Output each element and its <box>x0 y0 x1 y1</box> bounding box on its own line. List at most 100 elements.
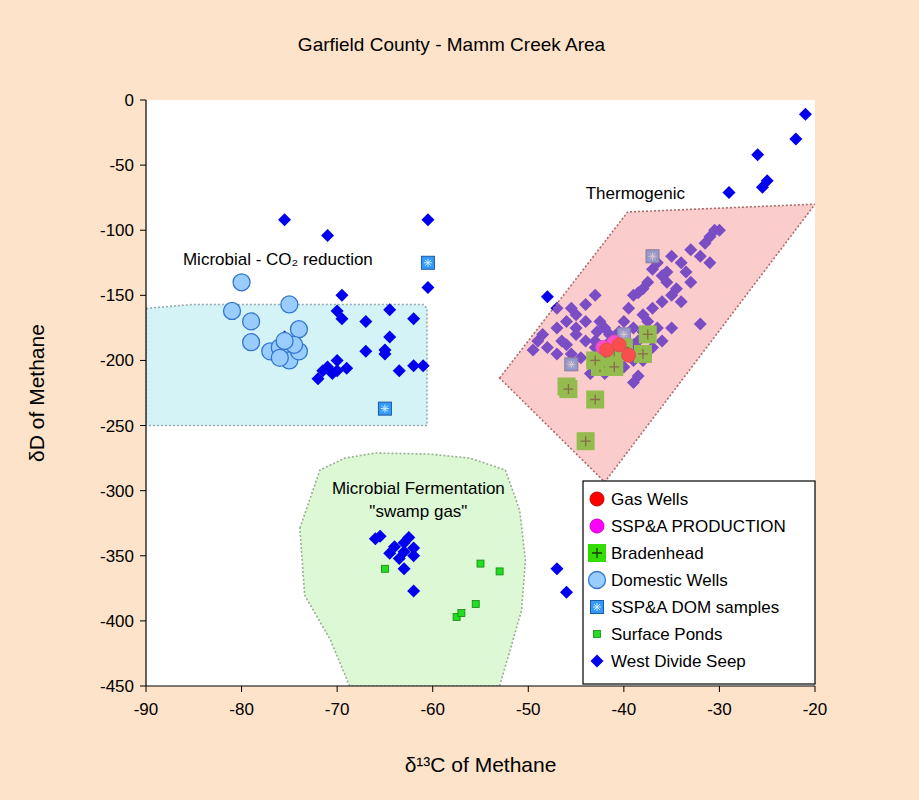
point <box>407 549 420 562</box>
marker-shape <box>316 364 329 377</box>
point <box>359 345 372 358</box>
y-tick-label: -200 <box>100 351 134 370</box>
point <box>290 321 307 338</box>
series <box>224 274 308 369</box>
marker-shape <box>541 290 554 303</box>
legend-marker <box>588 544 606 562</box>
point <box>326 367 339 380</box>
point <box>381 565 388 572</box>
plot-group <box>146 108 815 686</box>
marker-star <box>593 603 601 611</box>
legend-label: Domestic Wells <box>611 571 728 590</box>
point <box>407 312 420 325</box>
point <box>722 186 735 199</box>
marker-shape <box>588 544 606 562</box>
x-tick-label: -30 <box>707 700 732 719</box>
annotation: Thermogenic <box>586 184 686 203</box>
marker-shape <box>243 313 260 330</box>
x-tick-label: -20 <box>803 700 828 719</box>
marker-shape <box>472 600 479 607</box>
marker-shape <box>224 302 241 319</box>
marker-shape <box>590 519 604 533</box>
y-tick <box>140 100 146 101</box>
marker-shape <box>398 562 411 575</box>
point <box>417 359 430 372</box>
y-tick-label: -50 <box>109 156 134 175</box>
x-tick <box>528 686 529 692</box>
x-tick <box>815 686 816 692</box>
series <box>381 560 503 620</box>
point <box>243 334 260 351</box>
legend-box <box>583 481 815 684</box>
x-tick-label: -70 <box>325 700 350 719</box>
legend-label: Surface Ponds <box>611 625 723 644</box>
marker-shape <box>407 549 420 562</box>
marker-shape <box>321 229 334 242</box>
marker-shape <box>560 586 573 599</box>
y-axis <box>145 100 146 686</box>
marker-shape <box>281 296 298 313</box>
marker-shape <box>378 347 391 360</box>
point <box>477 560 484 567</box>
y-tick <box>140 295 146 296</box>
marker-shape <box>407 312 420 325</box>
point <box>458 610 465 617</box>
x-tick <box>623 686 624 692</box>
marker-shape <box>383 331 396 344</box>
x-tick-label: -60 <box>420 700 445 719</box>
marker-shape <box>589 572 606 589</box>
marker-shape <box>421 281 434 294</box>
marker-shape <box>335 312 348 325</box>
point <box>799 108 812 121</box>
x-tick <box>719 686 720 692</box>
legend-label: Bradenhead <box>611 544 704 563</box>
x-tick-label: -80 <box>229 700 254 719</box>
marker-shape <box>722 186 735 199</box>
marker-star <box>424 259 432 267</box>
marker-shape <box>417 359 430 372</box>
marker-shape <box>381 565 388 572</box>
y-tick-label: -350 <box>100 547 134 566</box>
point <box>276 332 293 349</box>
legend-label: SSP&A DOM samples <box>611 598 779 617</box>
point <box>224 302 241 319</box>
annotation: "swamp gas" <box>369 502 467 521</box>
marker-shape <box>271 349 288 366</box>
title: Garfield County - Mamm Creek Area <box>298 34 606 55</box>
point <box>383 331 396 344</box>
marker-shape <box>751 148 764 161</box>
x-tick-label: -40 <box>612 700 637 719</box>
x-axis <box>146 685 815 686</box>
point <box>271 349 288 366</box>
marker-shape <box>591 601 604 614</box>
point <box>421 213 434 226</box>
legend-marker <box>591 655 604 668</box>
y-tick <box>140 490 146 491</box>
chart: Garfield County - Mamm Creek Area-90-80-… <box>0 0 919 800</box>
marker-shape <box>458 610 465 617</box>
point <box>472 600 479 607</box>
y-tick-label: -450 <box>100 677 134 696</box>
marker-shape <box>421 256 434 269</box>
marker-shape <box>799 108 812 121</box>
marker-shape <box>421 213 434 226</box>
marker-shape <box>383 547 396 560</box>
marker-shape <box>276 332 293 349</box>
point <box>321 229 334 242</box>
y-axis-label: δD of Methane <box>25 324 48 462</box>
legend-marker <box>590 492 604 506</box>
marker-shape <box>383 303 396 316</box>
background <box>0 0 919 800</box>
marker-shape <box>278 213 291 226</box>
y-tick <box>140 555 146 556</box>
y-tick-label: -300 <box>100 482 134 501</box>
marker-shape <box>243 334 260 351</box>
y-tick-label: -150 <box>100 286 134 305</box>
legend-marker <box>590 519 604 533</box>
y-tick <box>140 165 146 166</box>
marker-shape <box>594 631 601 638</box>
x-tick <box>146 686 147 692</box>
point <box>421 256 434 269</box>
y-tick-label: -250 <box>100 417 134 436</box>
region <box>146 304 427 425</box>
